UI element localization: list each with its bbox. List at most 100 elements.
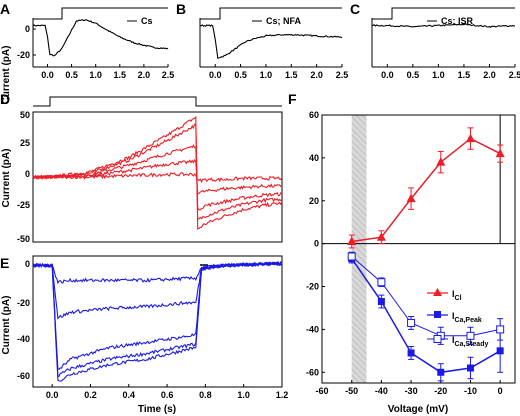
panel-letter-e: E [0,255,9,271]
hatch-line [351,350,367,367]
panel-d-yticks: 50 25 0 -25 -50 [17,110,30,244]
legend-triangle-marker [433,288,442,296]
legend-icl: ICl [452,289,462,302]
x-tick-label: 2.0 [138,70,151,80]
series-line-2 [351,256,501,337]
x-tick-label: 2.5 [336,70,349,80]
panel-a: A Current (pA) 0 -20 Cs 0.0 0.5 1.0 1.5 2.0 2… [0,1,174,104]
panel-e-trace [32,261,283,382]
panel-e: E Current (pA) Time (s) 0 -20 -40 -60 0.… [0,255,288,415]
hatch-line [351,164,367,181]
hatch-line [351,218,367,235]
data-point [495,148,505,158]
panel-a-ylabel: Current (pA) [1,46,12,105]
x-tick-label: 0.0 [46,390,59,400]
x-tick-label: 1.0 [89,70,102,80]
series-line-1 [351,258,501,374]
panel-f-xticks: -60 -50 -40 -30 -20 -10 0 [315,380,503,396]
hatch-line [351,296,367,313]
voltage-step-c [372,7,515,20]
hatch-line [351,290,367,307]
x-tick-label: 0.0 [381,70,394,80]
hatch-line [351,194,367,211]
hatch-line [351,356,367,373]
panel-a-legend: Cs [141,16,153,26]
hatch-line [351,122,367,139]
panel-f-yticks: 60 40 20 0 -20 -40 -60 [306,110,325,377]
data-point [347,236,357,245]
hatch-line [351,278,367,295]
legend-icapeak: ICa,Peak [452,311,482,324]
y-tick-label: 60 [309,110,319,120]
panel-f-legend: ICl ICa,Peak ICa,Steady [427,288,488,348]
panel-e-yticks: 0 -20 -40 -60 [17,259,30,381]
data-point [347,252,356,261]
panel-e-ytick: 0 [25,259,30,269]
data-point [376,232,386,241]
data-point [407,349,415,357]
y-tick-label: 20 [309,196,319,206]
x-tick-label: 1.0 [260,70,273,80]
panel-d-ytick: 0 [25,169,30,179]
hatch-line [351,332,367,349]
panel-a-ytick-0: 0 [25,24,30,34]
data-point [466,364,474,372]
hatch-line [361,114,367,121]
panel-letter-a: A [0,1,10,17]
panel-b-xticks: 0.0 0.5 1.0 1.5 2.0 2.5 [209,64,348,80]
hatch-line [351,284,367,301]
panel-f-frame [321,114,516,384]
panel-e-xticks: 0.0 0.2 0.4 0.6 0.8 1.0 1.2 [46,384,288,400]
panel-d-trace [32,158,283,196]
data-point [496,347,504,355]
x-tick-label: -40 [375,386,388,396]
hatch-line [351,128,367,145]
x-tick-label: 0.5 [234,70,247,80]
panel-e-ytick: -60 [17,371,30,381]
hatch-line [351,182,367,199]
hatch-line [351,170,367,187]
hatch-line [351,224,367,241]
x-tick-label: 0.5 [65,70,78,80]
panel-d: D Current (pA) 50 25 0 -25 -50 [0,91,283,244]
hatch-line [351,266,367,283]
hatch-line [355,114,367,127]
voltage-step-a [33,7,168,20]
panel-d-ytick: -25 [17,200,30,210]
hatch-line [351,200,367,217]
hatch-line [351,362,367,379]
hatch-line [351,152,367,169]
hatch-line [351,302,367,319]
y-tick-label: -20 [306,282,319,292]
voltage-step-b [200,7,342,20]
voltage-step-d [33,96,282,107]
data-point [466,331,475,340]
x-tick-label: -20 [434,386,447,396]
panel-e-ytick: -40 [17,334,30,344]
y-tick-label: -60 [306,367,319,377]
data-point [407,318,416,327]
x-tick-label: 1.0 [432,70,445,80]
hatch-line [351,314,367,331]
x-tick-label: 1.5 [114,70,127,80]
panel-c: C Cs; ISR 0.0 0.5 1.0 1.5 2.0 2.5 [350,1,520,80]
legend-open-square-marker [433,335,442,343]
y-tick-label: 40 [309,153,319,163]
shaded-region-hatch [351,114,367,384]
y-tick-label: 0 [314,239,319,249]
series-line-0 [351,137,501,243]
panel-f-xlabel: Voltage (mV) [388,404,448,415]
x-tick-label: 0.8 [199,390,212,400]
x-tick-label: -60 [315,386,328,396]
x-tick-label: 1.5 [285,70,298,80]
x-tick-label: 2.0 [483,70,496,80]
legend-filled-square-marker [434,311,441,318]
x-tick-label: 1.0 [237,390,250,400]
hatch-line [351,116,367,133]
x-tick-label: 0 [498,386,503,396]
hatch-line [351,176,367,193]
hatch-line [351,308,367,325]
panel-a-ytick-1: -20 [17,50,30,60]
x-tick-label: 0.6 [161,390,174,400]
